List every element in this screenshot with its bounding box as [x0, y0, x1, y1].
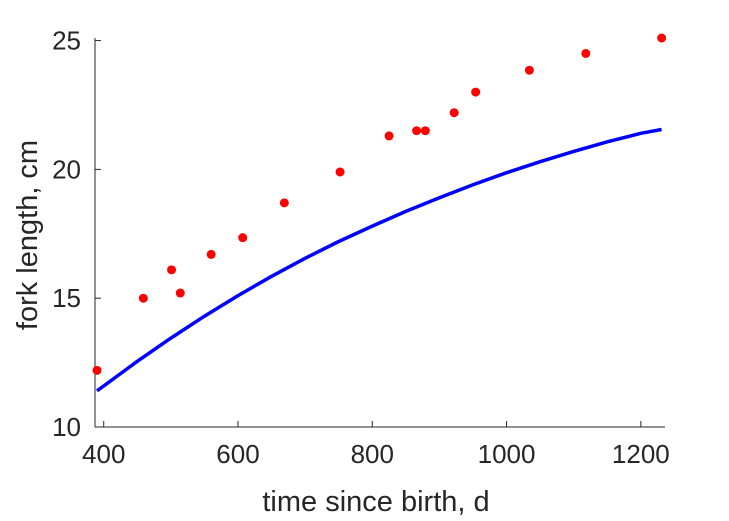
- data-point: [581, 48, 591, 58]
- data-point: [167, 265, 177, 275]
- x-tick-label: 800: [351, 439, 394, 469]
- tick-labels: 400 600 800 1000 1200 10 15 20 25: [52, 26, 670, 469]
- data-point: [384, 131, 394, 141]
- data-point: [279, 198, 289, 208]
- data-point: [92, 365, 102, 375]
- x-tick-label: 400: [82, 439, 125, 469]
- data-point: [335, 167, 345, 177]
- y-tick-label: 10: [52, 412, 81, 442]
- x-tick-label: 1000: [478, 439, 536, 469]
- data-point: [412, 126, 422, 136]
- y-tick-label: 15: [52, 283, 81, 313]
- axes: [94, 38, 665, 428]
- data-point: [657, 33, 667, 43]
- x-axis-label: time since birth, d: [262, 486, 489, 518]
- y-tick-label: 20: [52, 154, 81, 184]
- data-point: [238, 233, 248, 243]
- model-curve: [95, 127, 662, 393]
- data-point: [138, 293, 148, 303]
- y-axis-label: fork length, cm: [12, 140, 44, 330]
- x-tick-label: 1200: [612, 439, 670, 469]
- data-point: [420, 126, 430, 136]
- data-point: [449, 108, 459, 118]
- x-tick-label: 600: [216, 439, 259, 469]
- data-point: [524, 65, 534, 75]
- data-point: [471, 87, 481, 97]
- y-tick-label: 25: [52, 26, 81, 56]
- data-point: [206, 249, 216, 259]
- data-point: [175, 288, 185, 298]
- plot-marks: [92, 33, 667, 393]
